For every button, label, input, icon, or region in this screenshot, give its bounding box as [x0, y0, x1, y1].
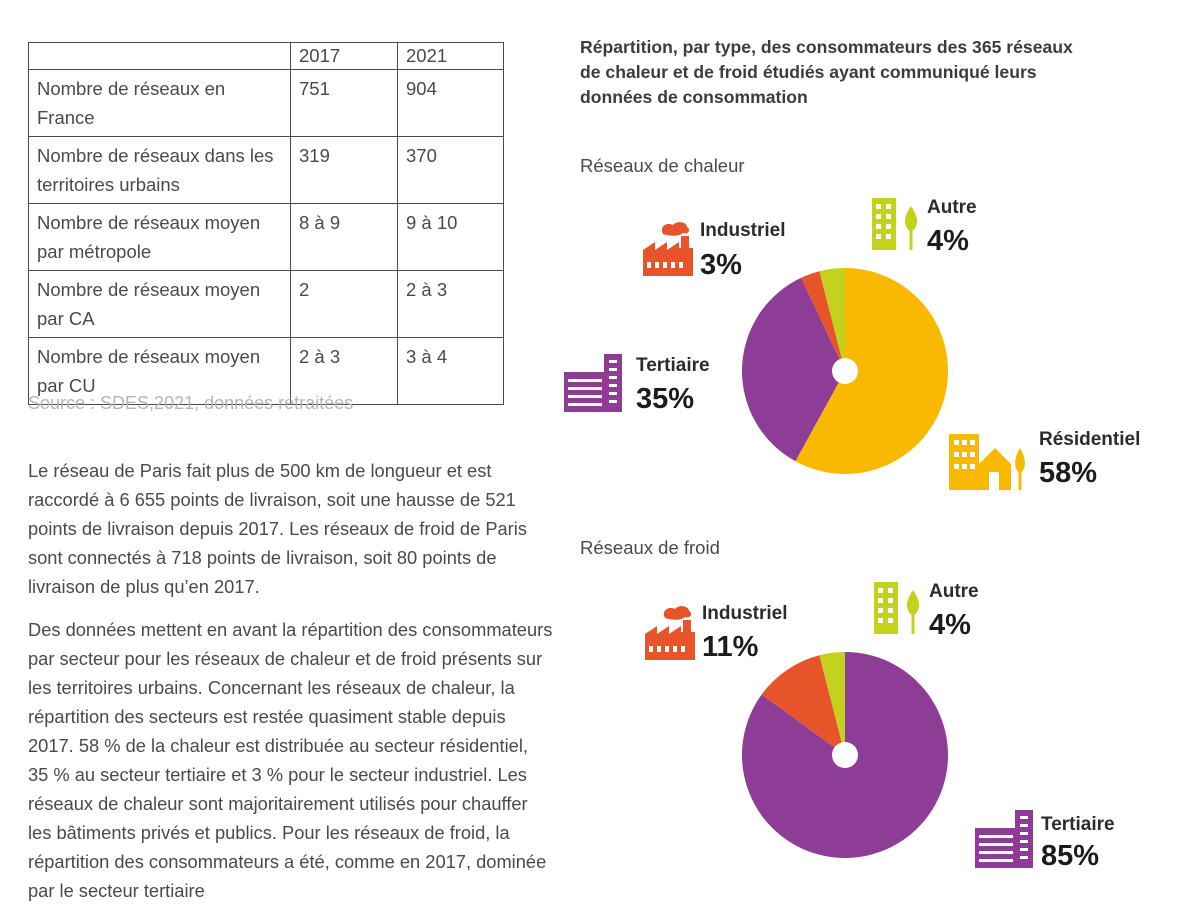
factory-icon: [645, 606, 695, 660]
table-header-cell: 2021: [397, 42, 504, 70]
table-cell: 8 à 9: [290, 203, 398, 271]
label-autre: Autre: [929, 581, 979, 602]
pie-slice-industriel: [801, 271, 845, 371]
table-header-cell: [28, 42, 291, 70]
table-cell: 319: [290, 136, 398, 204]
building-tree-icon: [872, 198, 918, 250]
pie-slice-industriel: [761, 655, 845, 755]
table-cell: 3 à 4: [397, 337, 504, 405]
pct-autre: 4%: [927, 225, 969, 257]
table-cell: Nombre de réseaux moyen par CA: [28, 270, 291, 338]
body-paragraph: Des données mettent en avant la répartit…: [28, 619, 553, 901]
pie-slice-autre: [819, 652, 845, 755]
table-cell: 2 à 3: [290, 337, 398, 405]
label-tertiaire: Tertiaire: [636, 355, 710, 376]
table-cell: 751: [290, 69, 398, 137]
pct-tertiaire: 35%: [636, 383, 695, 415]
building-tree-icon: [874, 582, 920, 634]
pie-slice-résidentiel: [795, 268, 948, 474]
label-autre: Autre: [927, 197, 977, 218]
pct-industriel: 11%: [702, 631, 759, 663]
table-row: Nombre de réseaux moyen par métropole 8 …: [28, 203, 504, 271]
table-cell: 2 à 3: [397, 270, 504, 338]
chart-title-froid: Réseaux de froid: [580, 537, 720, 558]
pie-slice-tertiaire: [741, 277, 845, 462]
table-cell: Nombre de réseaux dans les territoires u…: [28, 136, 291, 204]
table-cell: Nombre de réseaux en France: [28, 69, 291, 137]
table-row: Nombre de réseaux en France 751 904: [28, 69, 504, 137]
label-industriel: Industriel: [700, 220, 786, 241]
table-cell: Nombre de réseaux moyen par métropole: [28, 203, 291, 271]
pct-residentiel: 58%: [1039, 457, 1098, 489]
pie-chart-chaleur: [741, 268, 948, 474]
table-cell: Nombre de réseaux moyen par CU: [28, 337, 291, 405]
label-tertiaire: Tertiaire: [1041, 814, 1115, 835]
table-header-row: 2017 2021: [28, 42, 504, 70]
label-residentiel: Résidentiel: [1039, 429, 1141, 450]
pct-industriel: 3%: [700, 249, 742, 281]
table-cell: 370: [397, 136, 504, 204]
table-cell: 904: [397, 69, 504, 137]
factory-icon: [643, 222, 693, 276]
data-table: 2017 2021 Nombre de réseaux en France 75…: [28, 42, 504, 405]
office-building-icon: [564, 354, 622, 412]
chart-title-chaleur: Réseaux de chaleur: [580, 155, 745, 176]
table-cell: 9 à 10: [397, 203, 504, 271]
body-paragraph: Le réseau de Paris fait plus de 500 km d…: [28, 460, 527, 597]
table-source: Source : SDES,2021, données retraitées: [28, 393, 354, 413]
figure-title: Répartition, par type, des consommateurs…: [580, 37, 1073, 107]
pie-center-hole: [832, 358, 858, 384]
table-row: Nombre de réseaux moyen par CU 2 à 3 3 à…: [28, 337, 504, 405]
table-row: Nombre de réseaux dans les territoires u…: [28, 136, 504, 204]
residential-icon: [949, 434, 1025, 490]
office-building-icon: [975, 810, 1033, 868]
pie-center-hole: [832, 742, 858, 768]
pct-tertiaire: 85%: [1041, 840, 1100, 872]
table-header-cell: 2017: [290, 42, 398, 70]
pie-slice-autre: [819, 268, 845, 371]
pie-chart-froid: [742, 652, 949, 858]
table-cell: 2: [290, 270, 398, 338]
pct-autre: 4%: [929, 609, 971, 641]
label-industriel: Industriel: [702, 603, 788, 624]
table-row: Nombre de réseaux moyen par CA 2 2 à 3: [28, 270, 504, 338]
